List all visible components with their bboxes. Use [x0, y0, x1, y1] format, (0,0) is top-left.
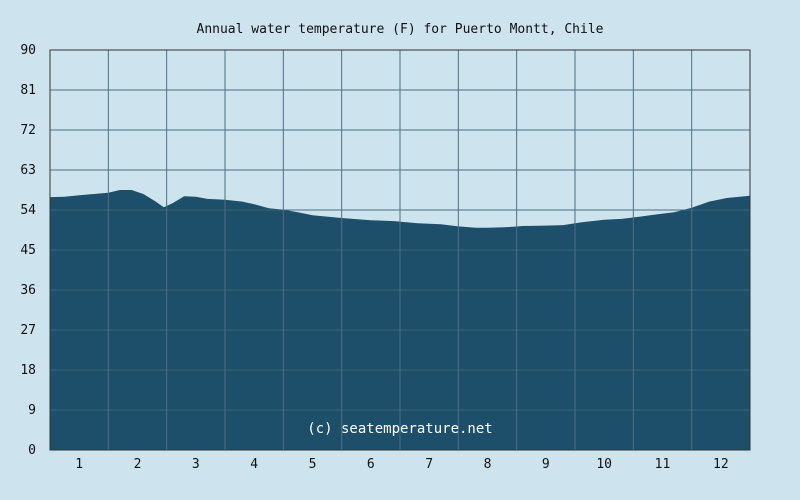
- plot-frame: [49, 49, 751, 451]
- x-tick-label: 11: [655, 457, 671, 472]
- y-tick-label: 36: [20, 283, 36, 298]
- x-tick-label: 10: [596, 457, 612, 472]
- x-tick-label: 3: [192, 457, 200, 472]
- chart-title: Annual water temperature (F) for Puerto …: [197, 22, 604, 37]
- y-tick-label: 45: [20, 243, 36, 258]
- y-tick-label: 72: [20, 123, 36, 138]
- y-tick-label: 54: [20, 203, 36, 218]
- x-tick-label: 9: [542, 457, 550, 472]
- x-tick-labels: 1 2 3 4 5 6 7 8 9 10 11 12: [75, 457, 728, 472]
- y-tick-label: 63: [20, 163, 36, 178]
- y-tick-label: 90: [20, 43, 36, 58]
- vertical-grid: [50, 50, 750, 450]
- x-tick-label: 4: [250, 457, 258, 472]
- x-tick-label: 12: [713, 457, 729, 472]
- y-tick-label: 27: [20, 323, 36, 338]
- y-tick-label: 9: [28, 403, 36, 418]
- x-tick-label: 1: [75, 457, 83, 472]
- y-tick-label: 18: [20, 363, 36, 378]
- x-tick-label: 7: [425, 457, 433, 472]
- x-tick-label: 8: [484, 457, 492, 472]
- x-tick-label: 6: [367, 457, 375, 472]
- watermark-text: (c) seatemperature.net: [307, 421, 492, 437]
- x-tick-label: 2: [134, 457, 142, 472]
- x-tick-label: 5: [309, 457, 317, 472]
- y-tick-label: 0: [28, 443, 36, 458]
- axes: [49, 49, 751, 451]
- y-tick-label: 81: [20, 83, 36, 98]
- y-tick-labels: 0 9 18 27 36 45 54 63 72 81 90: [20, 43, 36, 458]
